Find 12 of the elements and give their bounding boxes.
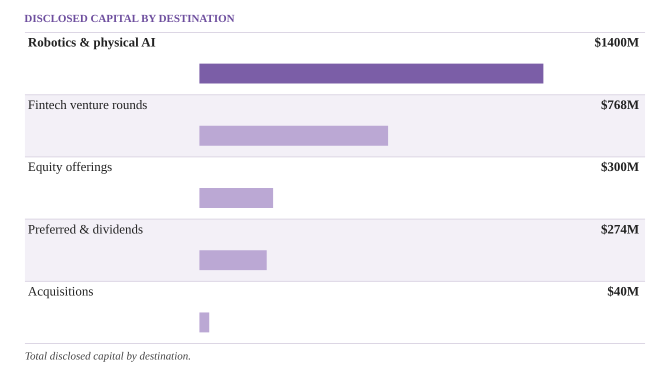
y-tick-label: Fintech venture rounds	[28, 96, 148, 112]
text: Total disclosed capital by destination.	[24, 350, 191, 363]
data-label: $40M	[607, 283, 640, 298]
data-label: $768M	[600, 96, 640, 112]
y-tick-label: Preferred & dividends	[28, 221, 144, 236]
data-label: $300M	[600, 159, 640, 174]
y-tick-label: Robotics & physical AI	[28, 34, 156, 50]
data-label: $274M	[600, 221, 640, 236]
data-label: $1400M	[594, 34, 640, 50]
y-tick-label: Equity offerings	[28, 159, 112, 174]
chart-title: DISCLOSED CAPITAL BY DESTINATION	[24, 13, 235, 26]
y-tick-label: Acquisitions	[28, 283, 94, 298]
